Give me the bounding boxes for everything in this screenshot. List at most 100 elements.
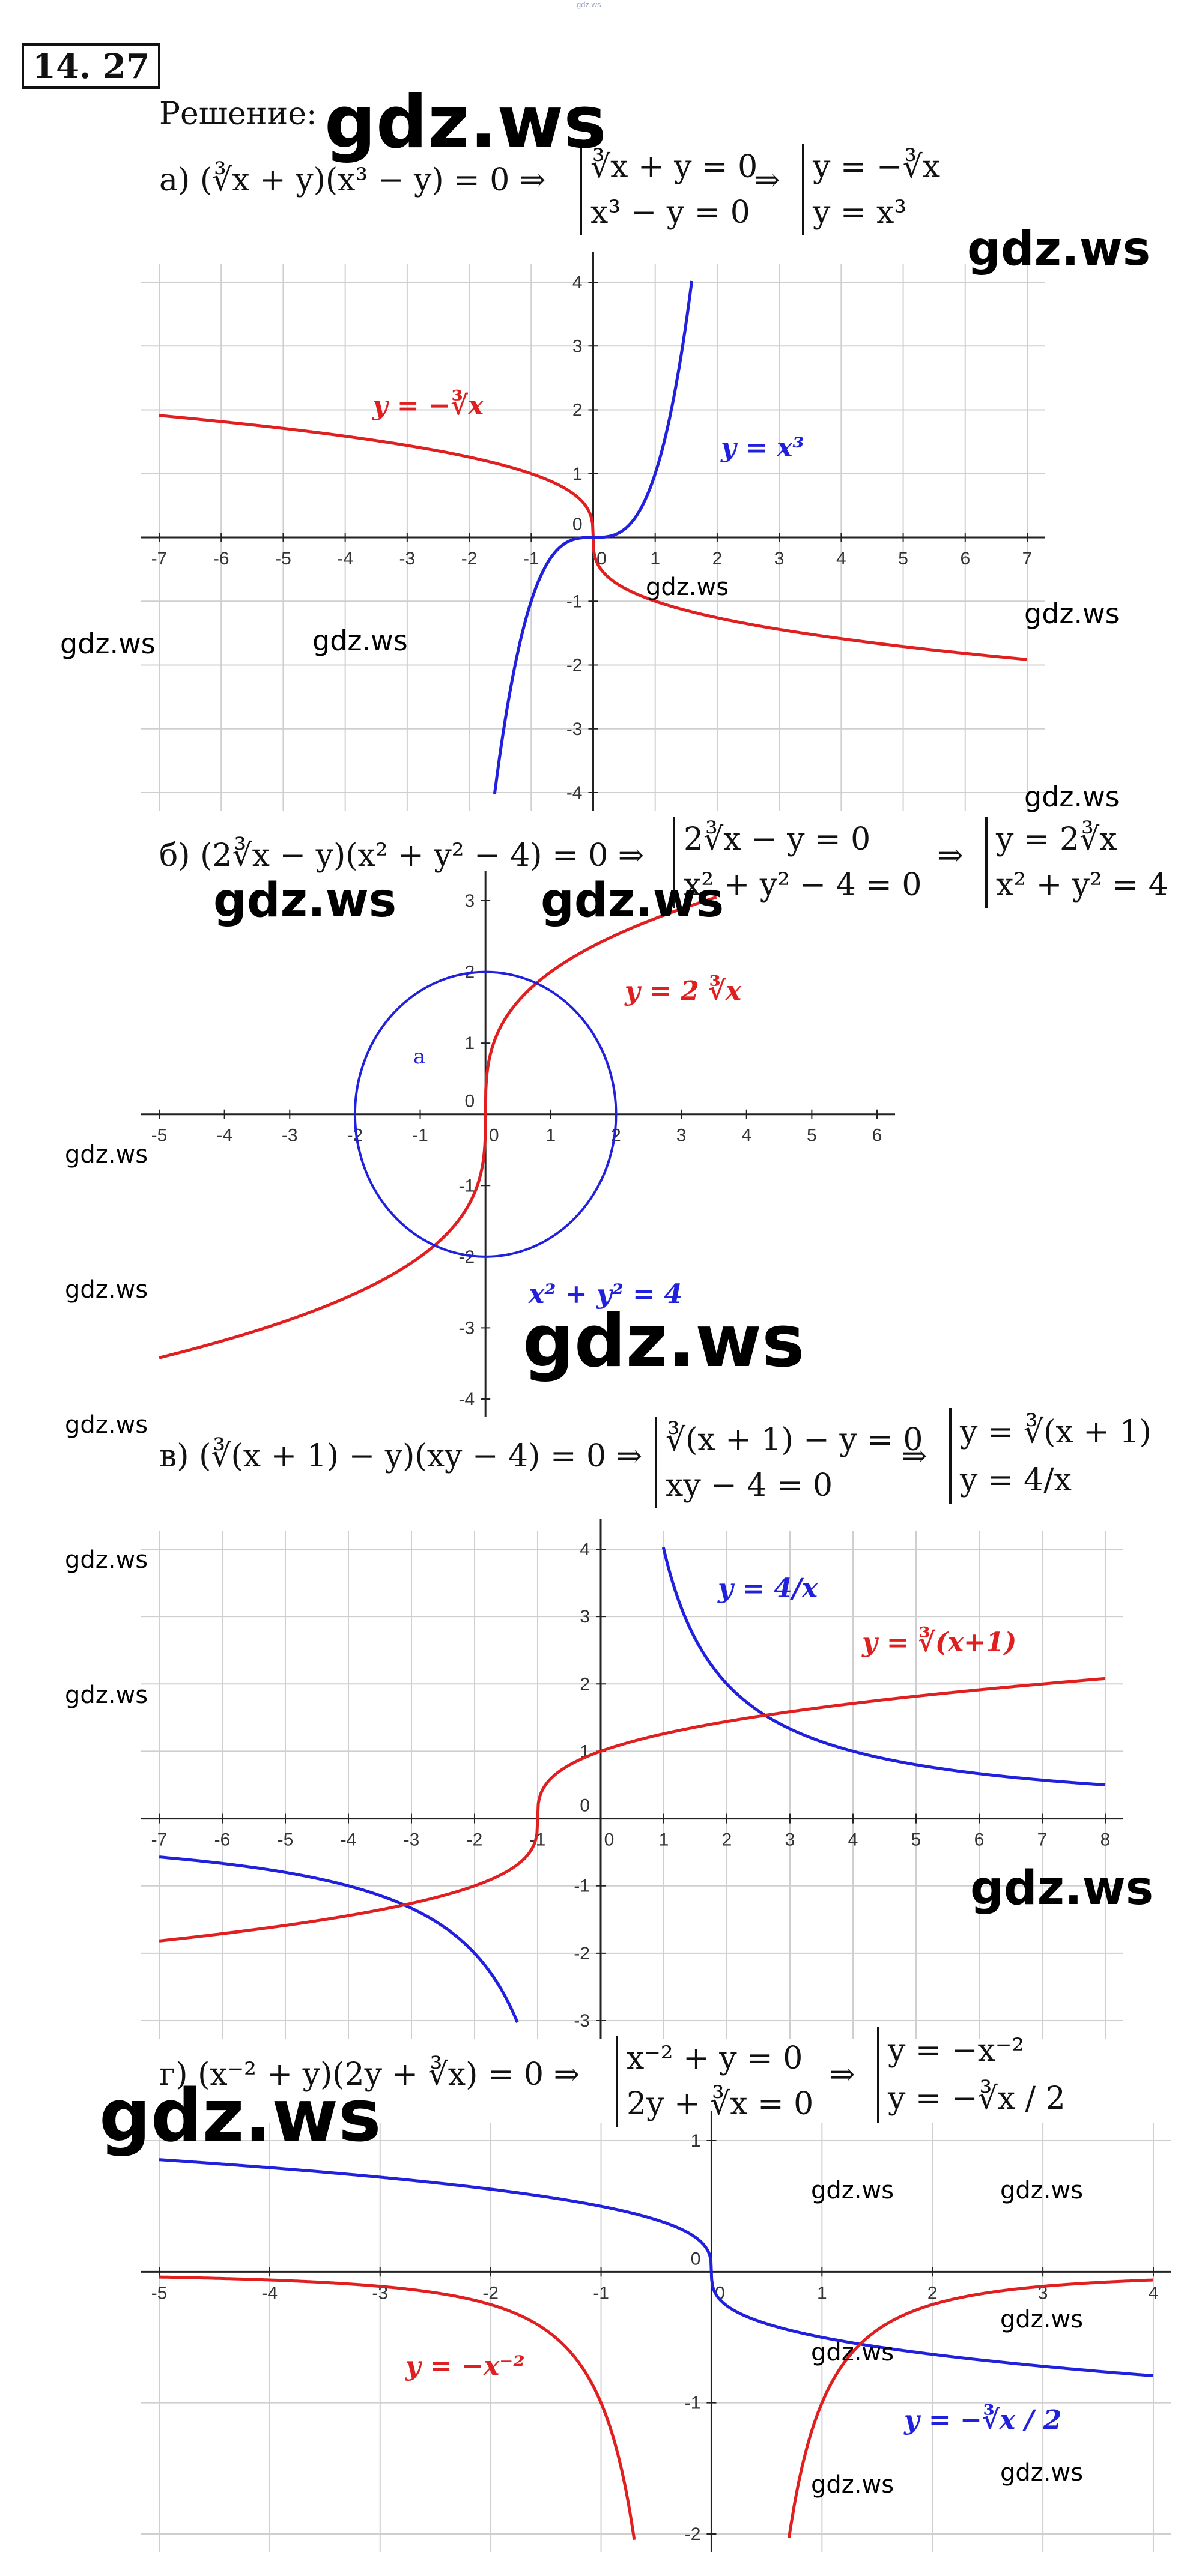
y-tick-label: 4 (580, 1540, 590, 1559)
x-tick-label: 0 (604, 1830, 615, 1850)
y-tick-label: 2 (572, 401, 583, 420)
system-line: x² + y² − 4 = 0 (684, 867, 922, 903)
series-label: y = 4/x (718, 1573, 818, 1604)
system-line: x² + y² = 4 (996, 867, 1168, 903)
watermark: gdz.ws (65, 1276, 148, 1304)
y-tick-label: -1 (566, 591, 583, 611)
x-tick-label: 6 (960, 549, 970, 569)
part-equation: (∛(x + 1) − y)(xy − 4) = 0 ⇒ (199, 1438, 643, 1474)
x-tick-label: -3 (404, 1830, 420, 1850)
problem-number: 14. 27 (22, 43, 160, 89)
system1-g: x⁻² + y = 0 2y + ∛x = 0 (616, 2036, 813, 2127)
chart-g: -5 -4 -3 -2 -1 0 1 2 3 4-2-110 (141, 2111, 1171, 2552)
series-label: x² + y² = 4 (529, 1279, 682, 1310)
watermark: gdz.ws (1000, 2306, 1084, 2333)
system-line: y = 2∛x (996, 821, 1117, 857)
y-tick-label: 0 (691, 2249, 701, 2269)
y-tick-label: 1 (691, 2131, 701, 2151)
system1-v: ∛(x + 1) − y = 0 xy − 4 = 0 (655, 1417, 923, 1508)
series-label: y = −∛x (372, 390, 484, 421)
watermark: gdz.ws (312, 624, 408, 657)
watermark: gdz.ws (811, 2471, 894, 2499)
y-tick-label: 3 (580, 1607, 590, 1627)
x-tick-label: -7 (151, 1830, 168, 1850)
watermark: gdz.ws (324, 81, 607, 165)
implies-arrow: ⇒ (754, 162, 780, 198)
x-tick-label: 6 (872, 1126, 882, 1146)
x-tick-label: -4 (337, 549, 353, 569)
system2-a: y = −∛x y = x³ (802, 144, 940, 235)
x-tick-label: 0 (489, 1126, 499, 1146)
system-line: 2∛x − y = 0 (684, 821, 871, 857)
system-line: y = −x⁻² (888, 2033, 1025, 2069)
system-line: ∛x + y = 0 (590, 149, 758, 185)
system-line: y = x³ (813, 195, 907, 231)
watermark: gdz.ws (523, 1300, 805, 1383)
watermark: gdz.ws (65, 1681, 148, 1709)
x-tick-label: -5 (275, 549, 291, 569)
x-tick-label: 3 (774, 549, 785, 569)
equation-g: г) (x⁻² + y)(2y + ∛x) = 0 ⇒ (159, 2057, 580, 2093)
series-line (159, 2275, 1153, 2541)
x-tick-label: -3 (282, 1126, 298, 1146)
series-label: y = 2 ∛x (625, 976, 742, 1006)
x-tick-label: -2 (467, 1830, 483, 1850)
watermark: gdz.ws (65, 1141, 148, 1169)
y-tick-label: -3 (574, 2011, 590, 2031)
solution-label: Решение: (159, 96, 317, 132)
watermark: gdz.ws (646, 573, 729, 601)
x-tick-label: -4 (216, 1126, 232, 1146)
y-tick-label: 0 (580, 1796, 590, 1816)
series-line (159, 2158, 1154, 2378)
x-tick-label: -1 (593, 2283, 609, 2303)
equation-b: б) (2∛x − y)(x² + y² − 4) = 0 ⇒ (159, 838, 644, 874)
system-line: y = 4/x (960, 1462, 1072, 1498)
y-tick-label: 0 (464, 1092, 475, 1111)
watermark: gdz.ws (967, 222, 1151, 276)
series-label: y = ∛(x+1) (862, 1627, 1017, 1658)
y-tick-label: -1 (458, 1176, 475, 1196)
watermark: gdz.ws (60, 627, 156, 660)
y-tick-label: -4 (566, 783, 583, 803)
system2-v: y = ∛(x + 1) y = 4/x (949, 1408, 1152, 1504)
x-tick-label: 3 (676, 1126, 687, 1146)
y-tick-label: -3 (458, 1318, 475, 1338)
y-tick-label: -3 (566, 719, 583, 739)
x-tick-label: -2 (461, 549, 478, 569)
part-letter: г) (159, 2057, 188, 2093)
x-tick-label: -7 (151, 549, 168, 569)
system-line: y = ∛(x + 1) (960, 1414, 1152, 1450)
series-line (159, 1677, 1106, 1943)
y-tick-label: -2 (566, 656, 583, 676)
x-tick-label: -3 (399, 549, 416, 569)
x-tick-label: -6 (213, 549, 229, 569)
y-tick-label: 1 (464, 1033, 475, 1053)
x-tick-label: 5 (807, 1126, 817, 1146)
y-tick-label: 2 (580, 1674, 590, 1694)
part-letter: в) (159, 1438, 189, 1474)
watermark: gdz.ws (811, 2177, 894, 2204)
x-tick-label: 4 (741, 1126, 751, 1146)
series-label: y = −x⁻² (405, 2351, 525, 2381)
x-tick-label: 7 (1022, 549, 1033, 569)
watermark: gdz.ws (1000, 2177, 1084, 2204)
x-tick-label: -1 (412, 1126, 428, 1146)
watermark: gdz.ws (811, 2339, 894, 2366)
y-tick-label: 3 (464, 891, 475, 911)
x-tick-label: -2 (482, 2283, 499, 2303)
x-tick-label: -6 (214, 1830, 231, 1850)
part-equation: (x⁻² + y)(2y + ∛x) = 0 ⇒ (198, 2057, 580, 2093)
x-tick-label: -5 (151, 1126, 168, 1146)
part-letter: а) (159, 162, 190, 198)
x-tick-label: 3 (785, 1830, 795, 1850)
x-tick-label: 3 (1038, 2283, 1048, 2303)
x-tick-label: -5 (278, 1830, 294, 1850)
series-line (159, 1547, 1106, 2024)
header-site: gdz.ws (577, 0, 601, 9)
system-line: x⁻² + y = 0 (627, 2040, 803, 2076)
x-tick-label: 2 (927, 2283, 938, 2303)
system-line: y = −∛x (813, 149, 941, 185)
watermark: gdz.ws (99, 2075, 381, 2158)
